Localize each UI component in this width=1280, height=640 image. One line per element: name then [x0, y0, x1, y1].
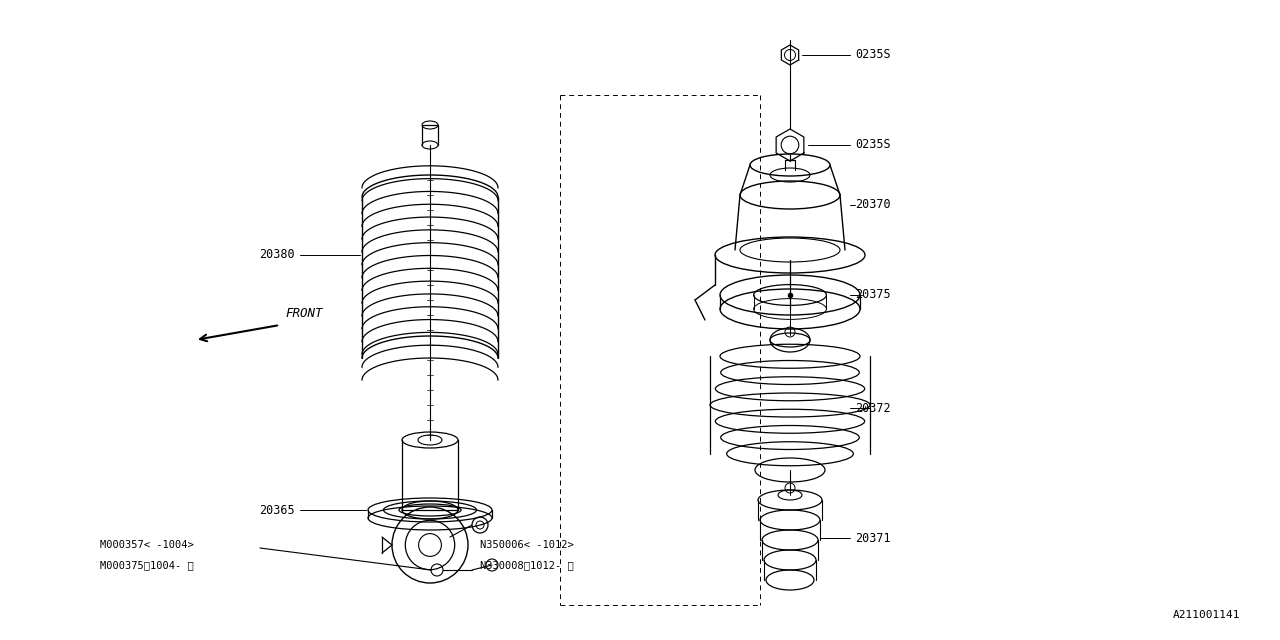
Text: 20375: 20375	[855, 289, 891, 301]
Text: 20371: 20371	[855, 531, 891, 545]
Text: 20380: 20380	[260, 248, 294, 262]
Text: M000357< -1004>: M000357< -1004>	[100, 540, 193, 550]
Text: N330008⠈1012- ⠉: N330008⠈1012- ⠉	[480, 560, 573, 570]
Text: N350006< -1012>: N350006< -1012>	[480, 540, 573, 550]
Text: FRONT: FRONT	[285, 307, 323, 320]
Text: M000375⠈1004- ⠉: M000375⠈1004- ⠉	[100, 560, 193, 570]
Text: 0235S: 0235S	[855, 138, 891, 152]
Text: 20370: 20370	[855, 198, 891, 211]
Text: 20372: 20372	[855, 401, 891, 415]
Text: 0235S: 0235S	[855, 49, 891, 61]
Text: 20365: 20365	[260, 504, 294, 516]
Text: A211001141: A211001141	[1172, 610, 1240, 620]
